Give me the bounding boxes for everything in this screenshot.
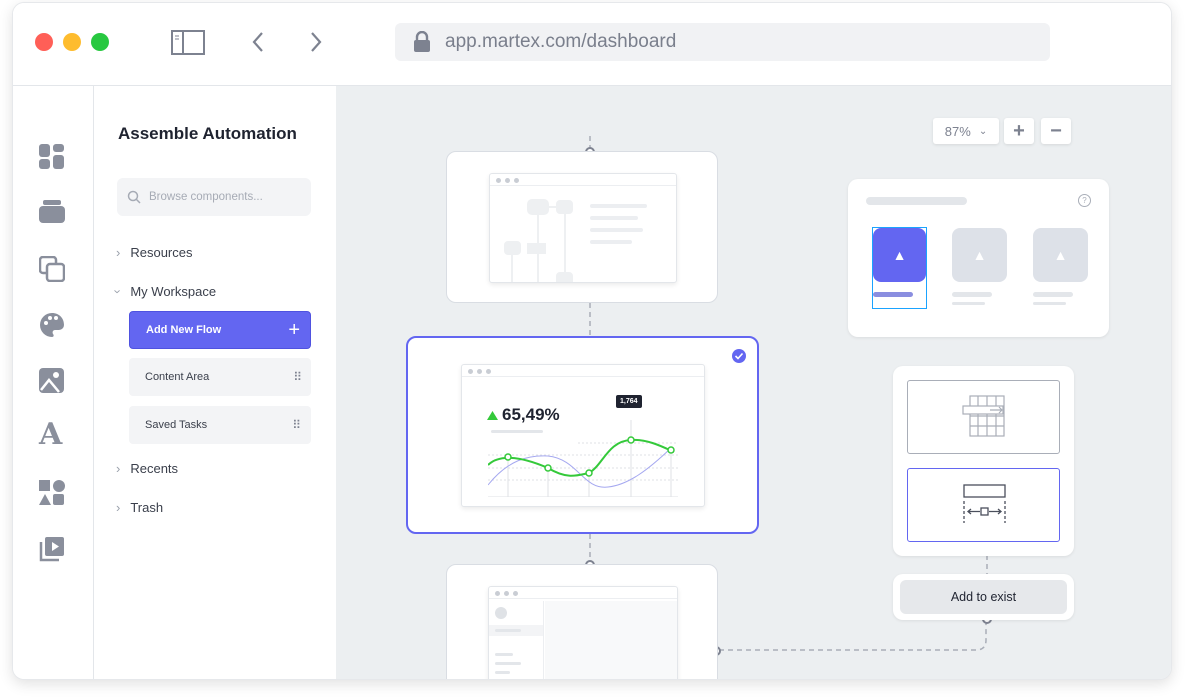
media-icon[interactable] bbox=[39, 536, 65, 562]
stat-text: 65,49% bbox=[502, 405, 560, 424]
sidebar-toggle-icon[interactable] bbox=[171, 30, 205, 56]
title-bar: app.martex.com/dashboard bbox=[13, 3, 1171, 86]
minimize-window-button[interactable] bbox=[63, 33, 81, 51]
selected-image-option[interactable]: ▲ bbox=[872, 227, 927, 309]
chevron-right-icon: › bbox=[116, 461, 121, 476]
item-label: Content Area bbox=[145, 371, 210, 383]
maximize-window-button[interactable] bbox=[91, 33, 109, 51]
panel-title: Assemble Automation bbox=[118, 124, 297, 143]
tree-item-trash[interactable]: › Trash bbox=[116, 500, 163, 515]
image-picker-card: ? ▲ ▲ ▲ bbox=[848, 179, 1109, 337]
chart-point bbox=[544, 464, 552, 472]
zoom-in-button[interactable]: + bbox=[1004, 118, 1034, 144]
chart-tooltip: 1,764 bbox=[616, 395, 642, 408]
components-panel: Assemble Automation Browse components...… bbox=[94, 86, 336, 679]
trend-up-icon bbox=[487, 410, 498, 420]
check-badge-icon bbox=[732, 349, 746, 363]
chart-point bbox=[627, 436, 635, 444]
help-icon[interactable]: ? bbox=[1078, 194, 1091, 207]
line-chart bbox=[488, 420, 678, 497]
button-label: Add New Flow bbox=[146, 324, 222, 336]
add-to-exist-card: Add to exist bbox=[893, 574, 1074, 620]
image-option[interactable]: ▲ bbox=[1033, 228, 1088, 282]
workspace-item-saved-tasks[interactable]: Saved Tasks ⠿ bbox=[129, 406, 311, 444]
tree-label: Trash bbox=[130, 500, 164, 515]
tree-item-my-workspace[interactable]: › My Workspace bbox=[111, 284, 217, 299]
components-icon[interactable] bbox=[39, 199, 65, 225]
layout-options-card bbox=[893, 366, 1074, 556]
resize-width-icon bbox=[963, 484, 1006, 523]
chart-point bbox=[667, 446, 675, 454]
flowchart-preview bbox=[489, 173, 677, 286]
browser-window: app.martex.com/dashboard A Assemble Auto… bbox=[12, 2, 1172, 680]
flow-step-card[interactable] bbox=[446, 151, 718, 303]
plus-icon: + bbox=[288, 318, 300, 341]
selected-flow-step-card[interactable]: 65,49% 1,764 bbox=[406, 336, 759, 534]
tree-label: My Workspace bbox=[130, 284, 217, 299]
tree-item-resources[interactable]: › Resources bbox=[116, 245, 192, 260]
zoom-out-button[interactable]: − bbox=[1041, 118, 1071, 144]
table-icon bbox=[962, 395, 1005, 437]
workspace-item-content-area[interactable]: Content Area ⠿ bbox=[129, 358, 311, 396]
add-new-flow-button[interactable]: Add New Flow + bbox=[129, 311, 311, 349]
search-input[interactable]: Browse components... bbox=[117, 178, 311, 216]
table-layout-option[interactable] bbox=[907, 380, 1060, 454]
lock-icon bbox=[414, 31, 430, 52]
placeholder-title bbox=[866, 197, 967, 205]
image-icon[interactable] bbox=[39, 368, 65, 394]
chart-point bbox=[585, 469, 593, 477]
typography-icon[interactable]: A bbox=[39, 417, 63, 452]
search-icon bbox=[127, 190, 141, 204]
flowchart-icon bbox=[504, 199, 647, 286]
layers-icon[interactable] bbox=[39, 256, 65, 282]
flow-canvas[interactable]: 87% ⌄ + − 65,49% 1,764 ? ▲ ▲ ▲ bbox=[336, 86, 1171, 679]
drag-handle-icon[interactable]: ⠿ bbox=[292, 418, 301, 432]
tree-label: Recents bbox=[130, 461, 179, 476]
chevron-down-icon: ⌄ bbox=[978, 125, 988, 137]
shapes-icon[interactable] bbox=[39, 480, 65, 506]
chevron-down-icon: › bbox=[110, 289, 126, 294]
flow-step-card[interactable] bbox=[446, 564, 718, 679]
stat-value: 65,49% bbox=[487, 405, 560, 425]
dashboard-icon[interactable] bbox=[39, 144, 65, 170]
forward-icon[interactable] bbox=[309, 31, 323, 53]
layout-preview bbox=[488, 586, 678, 679]
icon-rail: A bbox=[13, 86, 94, 679]
chart-preview: 65,49% 1,764 bbox=[461, 364, 705, 507]
chevron-right-icon: › bbox=[116, 500, 121, 515]
chart-point bbox=[504, 453, 512, 461]
back-icon[interactable] bbox=[251, 31, 265, 53]
zoom-value: 87% bbox=[944, 123, 971, 139]
search-placeholder: Browse components... bbox=[149, 191, 263, 203]
image-icon: ▲ bbox=[873, 228, 926, 282]
item-label: Saved Tasks bbox=[145, 419, 208, 431]
drag-handle-icon[interactable]: ⠿ bbox=[293, 370, 302, 384]
tree-item-recents[interactable]: › Recents bbox=[116, 461, 178, 476]
tree-label: Resources bbox=[130, 245, 193, 260]
spacing-layout-option[interactable] bbox=[907, 468, 1060, 542]
add-to-exist-button[interactable]: Add to exist bbox=[900, 580, 1067, 614]
placeholder-line bbox=[491, 430, 543, 433]
zoom-select[interactable]: 87% ⌄ bbox=[933, 118, 999, 144]
close-window-button[interactable] bbox=[35, 33, 53, 51]
palette-icon[interactable] bbox=[39, 312, 65, 338]
url-text: app.martex.com/dashboard bbox=[445, 31, 677, 52]
image-option[interactable]: ▲ bbox=[952, 228, 1007, 282]
address-bar[interactable]: app.martex.com/dashboard bbox=[395, 23, 1050, 61]
chevron-right-icon: › bbox=[116, 245, 121, 260]
